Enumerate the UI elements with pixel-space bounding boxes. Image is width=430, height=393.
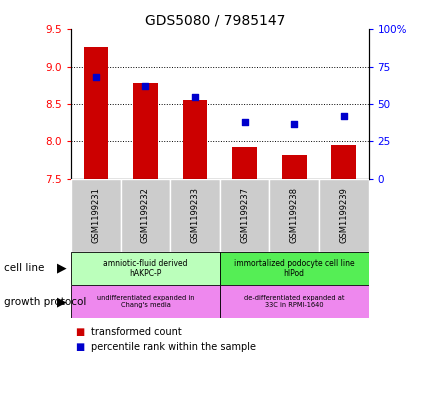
- Text: GSM1199239: GSM1199239: [338, 187, 347, 243]
- Point: [339, 113, 346, 119]
- Bar: [219, 179, 269, 252]
- Point: [191, 94, 198, 100]
- Bar: [219, 285, 368, 318]
- Text: de-differentiated expanded at
33C in RPMI-1640: de-differentiated expanded at 33C in RPM…: [243, 295, 344, 308]
- Bar: [71, 252, 219, 285]
- Text: growth protocol: growth protocol: [4, 297, 86, 307]
- Text: GSM1199232: GSM1199232: [141, 187, 150, 243]
- Bar: [83, 47, 108, 179]
- Bar: [71, 285, 219, 318]
- Text: percentile rank within the sample: percentile rank within the sample: [90, 342, 255, 352]
- Text: ■: ■: [75, 327, 84, 337]
- Bar: [219, 252, 368, 285]
- Text: GSM1199238: GSM1199238: [289, 187, 298, 243]
- Point: [240, 119, 247, 125]
- Text: ▶: ▶: [57, 262, 67, 275]
- Text: undifferentiated expanded in
Chang's media: undifferentiated expanded in Chang's med…: [96, 295, 194, 308]
- Text: GSM1199233: GSM1199233: [190, 187, 199, 243]
- Bar: [182, 100, 207, 179]
- Bar: [133, 83, 157, 179]
- Bar: [269, 179, 318, 252]
- Text: transformed count: transformed count: [90, 327, 181, 337]
- Text: amniotic-fluid derived
hAKPC-P: amniotic-fluid derived hAKPC-P: [103, 259, 187, 278]
- Point: [290, 120, 297, 127]
- Bar: [281, 155, 306, 179]
- Text: ▶: ▶: [57, 295, 67, 308]
- Text: GSM1199237: GSM1199237: [240, 187, 249, 243]
- Text: ■: ■: [75, 342, 84, 352]
- Text: cell line: cell line: [4, 263, 45, 273]
- Bar: [120, 179, 170, 252]
- Bar: [331, 145, 355, 179]
- Point: [92, 74, 99, 81]
- Bar: [318, 179, 368, 252]
- Text: GDS5080 / 7985147: GDS5080 / 7985147: [145, 14, 285, 28]
- Text: immortalized podocyte cell line
hIPod: immortalized podocyte cell line hIPod: [233, 259, 353, 278]
- Text: GSM1199231: GSM1199231: [91, 187, 100, 243]
- Bar: [232, 147, 256, 179]
- Point: [142, 83, 149, 89]
- Bar: [71, 179, 120, 252]
- Bar: [170, 179, 219, 252]
